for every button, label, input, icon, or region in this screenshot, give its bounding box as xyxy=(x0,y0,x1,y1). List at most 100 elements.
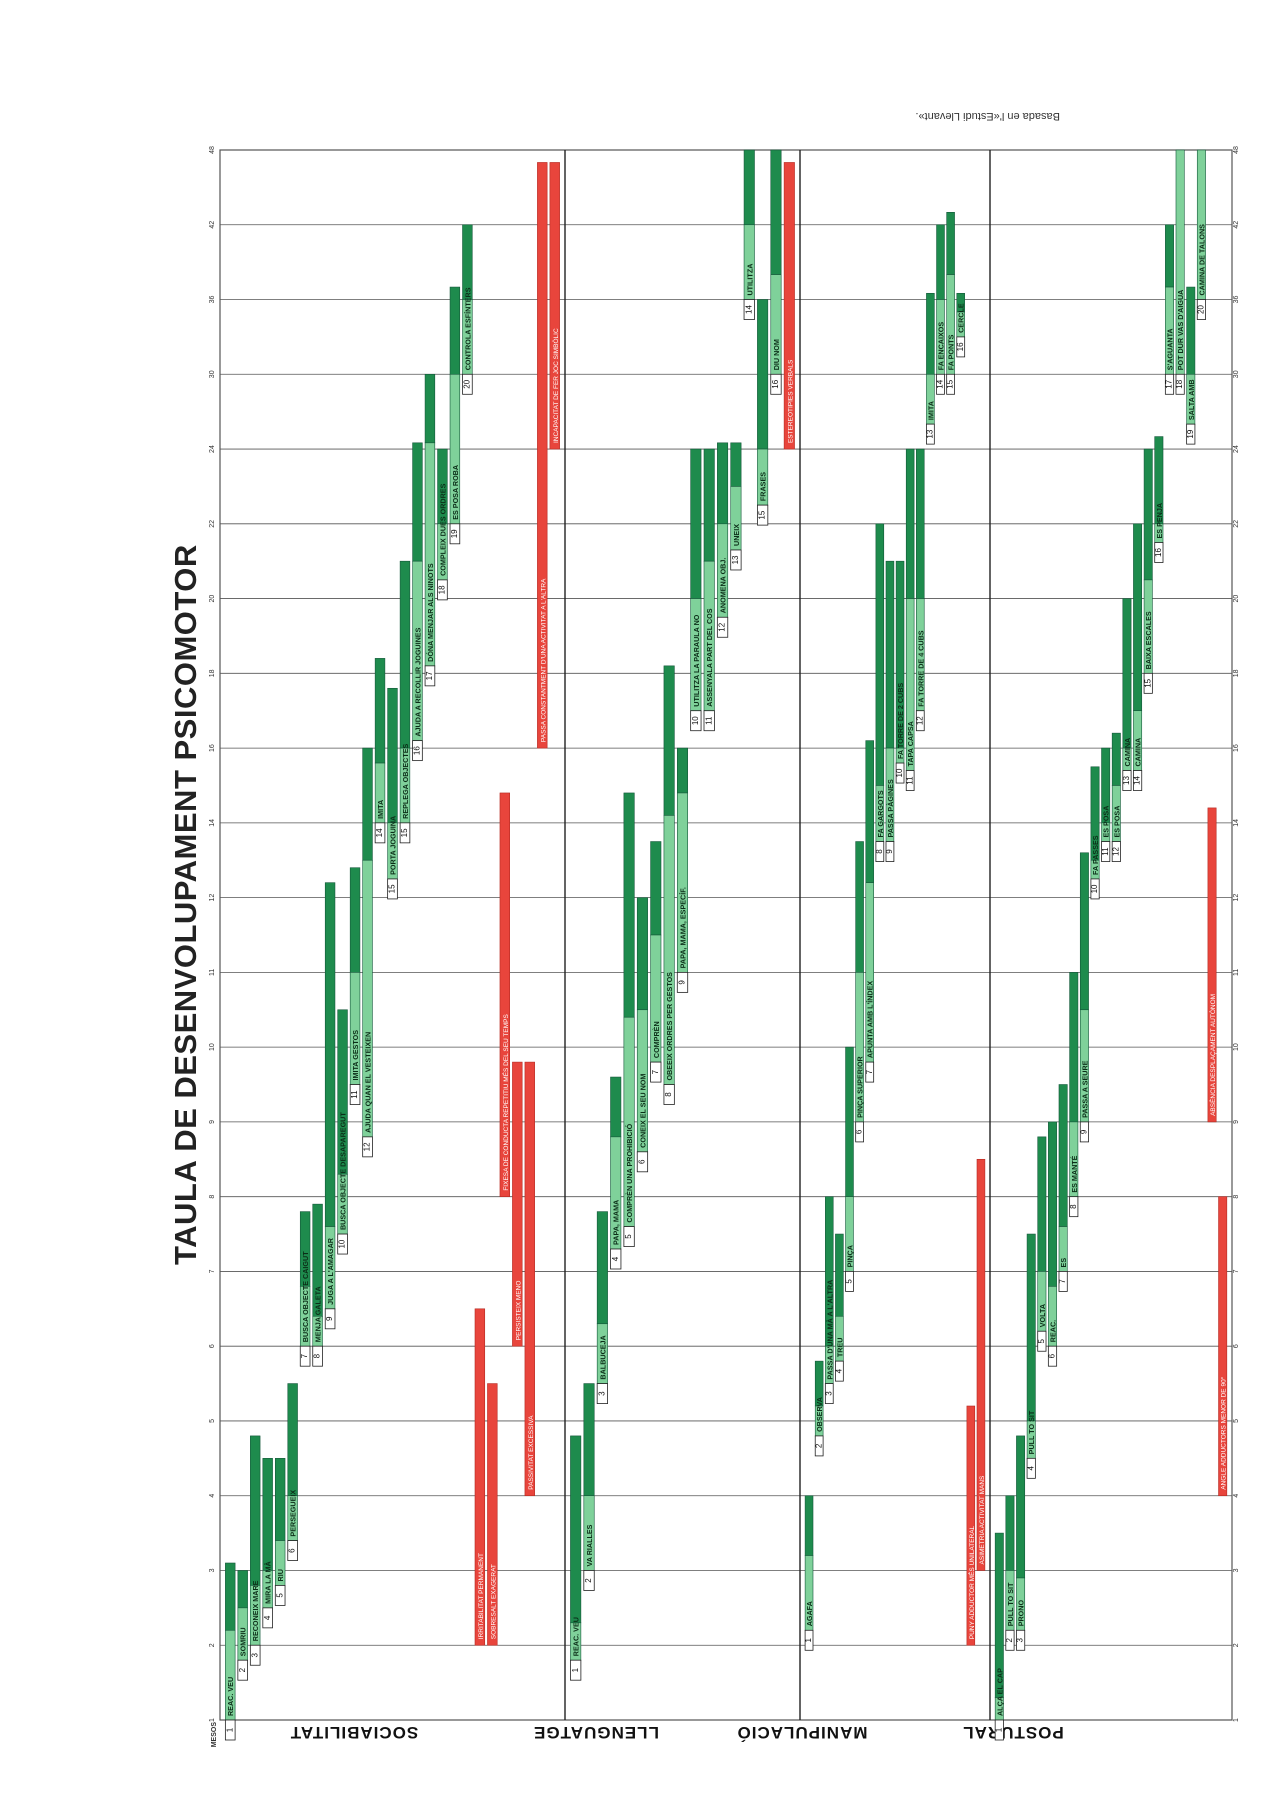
milestone-label: REAC. xyxy=(1049,1320,1058,1342)
milestone-number-box xyxy=(757,504,769,526)
milestone-label: DÓNA MENJAR ALS NINOTS xyxy=(426,563,435,662)
milestone-number: 10 xyxy=(895,768,904,777)
milestone-number-box xyxy=(1196,299,1206,320)
milestone-bar-late xyxy=(905,448,915,599)
milestone-label: PASSA A SEURE xyxy=(1080,1060,1089,1118)
milestone-bar-late xyxy=(757,299,769,450)
milestone-number-box xyxy=(287,1540,298,1561)
milestone-number-box xyxy=(804,1629,814,1651)
tick-label: 7 xyxy=(209,1269,216,1273)
milestone-number: 15 xyxy=(1143,678,1152,687)
milestone-label: MIRA LA MÀ xyxy=(264,1561,273,1604)
milestone-number: 10 xyxy=(338,1239,347,1248)
milestone-number: 7 xyxy=(300,1353,309,1358)
milestone-label: REAC. VEU xyxy=(572,1617,581,1656)
milestone-number-box xyxy=(623,1226,635,1247)
milestone-bar-late xyxy=(690,448,702,599)
tick-label: 9 xyxy=(209,1120,216,1124)
milestone-label: PERSEGUEIX xyxy=(289,1490,298,1537)
milestone-label: AJUDA A RECOLLIR JOGUINES xyxy=(413,627,422,736)
milestone-bar-late xyxy=(676,747,689,794)
alert-bar xyxy=(1218,1196,1228,1497)
milestone-label: ES xyxy=(1059,1258,1068,1268)
milestone-label: VOLTA xyxy=(1038,1304,1047,1327)
milestone-number: 3 xyxy=(597,1391,606,1396)
alert-label: IRRITABILITAT PERMANENT xyxy=(478,1553,485,1639)
milestone-number: 15 xyxy=(388,884,397,893)
milestone-number-box xyxy=(716,616,729,638)
milestone-bar-late xyxy=(374,658,386,764)
milestone-number: 13 xyxy=(925,429,934,438)
milestone-bar-late xyxy=(1058,1084,1068,1227)
milestone-number: 12 xyxy=(363,1142,372,1151)
tick-label: 4 xyxy=(1233,1494,1240,1498)
milestone-number: 3 xyxy=(824,1391,833,1396)
milestone-bar-late xyxy=(250,1435,261,1586)
milestone-number: 12 xyxy=(915,716,924,725)
milestone-bar-late xyxy=(287,1383,298,1497)
milestone-bar-late xyxy=(362,747,373,861)
alert-label: PERSISTEIX MENO xyxy=(515,1281,522,1341)
milestone-number-box xyxy=(1069,1196,1079,1218)
milestone-number: 6 xyxy=(288,1548,297,1553)
milestone-label: ES POSA xyxy=(1102,806,1111,838)
milestone-number: 8 xyxy=(664,1092,673,1097)
milestone-label: PULL TO SIT xyxy=(1006,1582,1015,1626)
milestone-number-box xyxy=(224,1719,236,1741)
milestone-label: RIU xyxy=(276,1569,285,1581)
tick-label: 36 xyxy=(1233,296,1240,304)
milestone-number: 19 xyxy=(450,529,459,538)
milestone-number: 16 xyxy=(771,379,780,388)
tick-label: 16 xyxy=(209,744,216,752)
tick-label: 1 xyxy=(209,1718,216,1722)
milestone-number-box xyxy=(570,1659,582,1681)
tick-label: 3 xyxy=(209,1568,216,1572)
milestone-label: ES MANTÉ xyxy=(1070,1155,1079,1192)
milestone-bar-late xyxy=(623,792,635,1018)
milestone-label: SOMRIU xyxy=(239,1627,248,1656)
milestone-number-box xyxy=(885,841,895,862)
milestone-number: 17 xyxy=(425,671,434,680)
tick-label: 12 xyxy=(209,894,216,902)
milestone-bar-late xyxy=(1122,598,1132,749)
milestone-label: TAPA CAPSA xyxy=(906,721,915,766)
milestone-number: 11 xyxy=(1101,847,1110,856)
milestone-number: 4 xyxy=(263,1615,272,1620)
milestone-number-box xyxy=(262,1607,273,1629)
alert-label: INCAPACITAT DE FER JOC SIMBÒLIC xyxy=(551,328,560,443)
tick-label: 48 xyxy=(1233,146,1240,154)
milestone-number: 8 xyxy=(1069,1204,1078,1209)
milestone-label: IMITA xyxy=(376,800,385,819)
milestone-number-box xyxy=(636,1151,649,1173)
milestone-number-box xyxy=(650,1061,662,1083)
milestone-number: 4 xyxy=(1026,1466,1035,1471)
milestone-number: 10 xyxy=(691,716,700,725)
milestone-label: BAIXA ESCALES xyxy=(1144,611,1153,669)
milestone-number-box xyxy=(583,1570,595,1591)
milestone-bar-late xyxy=(1048,1121,1057,1287)
milestone-number: 5 xyxy=(1037,1338,1046,1343)
milestone-bar-late xyxy=(1165,224,1174,288)
milestone-number: 4 xyxy=(834,1368,843,1373)
milestone-label: UTILITZA xyxy=(745,264,754,296)
alert-label: SOBRESALT EXAGERAT xyxy=(490,1564,497,1639)
milestone-label: CAMINA xyxy=(1134,738,1143,767)
milestone-number: 11 xyxy=(704,716,713,725)
milestone-number-box xyxy=(915,710,925,732)
tick-label: 22 xyxy=(209,520,216,528)
milestone-bar-late xyxy=(1186,286,1196,375)
alert-bar xyxy=(976,1158,986,1571)
milestone-number: 12 xyxy=(718,622,727,631)
milestone-bar-late xyxy=(1133,523,1143,712)
milestone-label: CERCLE xyxy=(957,303,966,333)
milestone-label: FA TORRE DE 2 CUBS xyxy=(896,683,905,759)
milestone-bar-late xyxy=(610,1076,622,1138)
milestone-number-box xyxy=(663,1084,675,1105)
milestone-number: 7 xyxy=(865,1069,874,1074)
alert-bar xyxy=(474,1308,486,1646)
milestone-number: 1 xyxy=(994,1727,1003,1732)
milestone-bar-late xyxy=(855,841,864,973)
alert-bar xyxy=(966,1405,976,1646)
tick-label: 22 xyxy=(1233,520,1240,528)
milestone-bar-late xyxy=(885,560,895,749)
